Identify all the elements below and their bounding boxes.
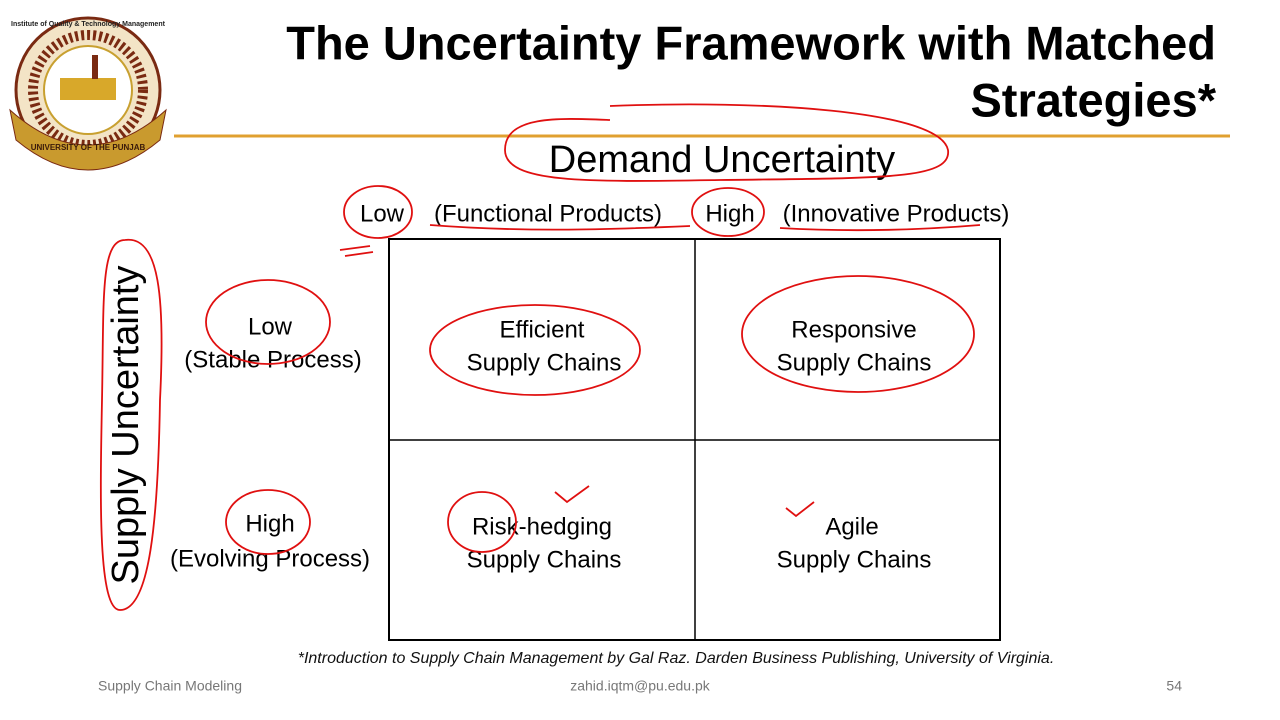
cell-text: Supply Chains [777,546,932,573]
row-label: (Stable Process) [184,346,361,373]
column-label: (Functional Products) [434,200,662,227]
page-number: 54 [1166,678,1182,694]
footer-center: zahid.iqtm@pu.edu.pk [570,678,711,694]
footnote: *Introduction to Supply Chain Management… [298,650,1055,667]
logo-ring-bottom: UNIVERSITY OF THE PUNJAB [31,143,146,152]
column-heading: Demand Uncertainty [549,139,895,181]
row-level: Low [248,313,293,340]
row-heading: Supply Uncertainty [105,266,147,585]
cell-text: Risk-hedging [472,513,612,540]
footer-left: Supply Chain Modeling [98,678,242,694]
title-line: The Uncertainty Framework with Matched [286,16,1216,69]
column-level: Low [360,200,405,227]
cell-text: Supply Chains [777,349,932,376]
cell-text: Agile [825,513,878,540]
logo-ring-top: Institute of Quality & Technology Manage… [11,21,166,28]
logo: Institute of Quality & Technology Manage… [9,16,167,171]
cell-text: Responsive [791,316,916,343]
cell-text: Efficient [500,316,585,343]
row-label: (Evolving Process) [170,545,370,572]
pen-annotations [99,103,981,611]
column-label: (Innovative Products) [783,200,1010,227]
column-level: High [705,200,754,227]
cell-text: Supply Chains [467,349,622,376]
title-line: Strategies* [970,73,1216,126]
logo-year: 2002 [78,112,98,122]
row-level: High [245,510,294,537]
